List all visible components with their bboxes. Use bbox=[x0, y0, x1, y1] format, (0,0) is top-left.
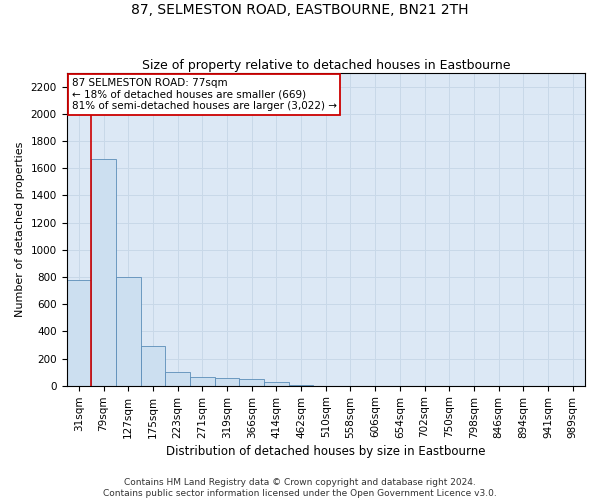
Bar bbox=[264, 382, 289, 386]
Bar bbox=[140, 346, 165, 386]
Title: Size of property relative to detached houses in Eastbourne: Size of property relative to detached ho… bbox=[142, 59, 510, 72]
X-axis label: Distribution of detached houses by size in Eastbourne: Distribution of detached houses by size … bbox=[166, 444, 485, 458]
Text: 87 SELMESTON ROAD: 77sqm
← 18% of detached houses are smaller (669)
81% of semi-: 87 SELMESTON ROAD: 77sqm ← 18% of detach… bbox=[72, 78, 337, 111]
Bar bbox=[289, 385, 313, 386]
Text: Contains HM Land Registry data © Crown copyright and database right 2024.
Contai: Contains HM Land Registry data © Crown c… bbox=[103, 478, 497, 498]
Bar bbox=[116, 277, 140, 386]
Bar bbox=[190, 377, 215, 386]
Bar bbox=[239, 379, 264, 386]
Bar bbox=[165, 372, 190, 386]
Text: 87, SELMESTON ROAD, EASTBOURNE, BN21 2TH: 87, SELMESTON ROAD, EASTBOURNE, BN21 2TH bbox=[131, 2, 469, 16]
Bar bbox=[91, 159, 116, 386]
Bar bbox=[215, 378, 239, 386]
Bar bbox=[67, 280, 91, 386]
Y-axis label: Number of detached properties: Number of detached properties bbox=[15, 142, 25, 317]
